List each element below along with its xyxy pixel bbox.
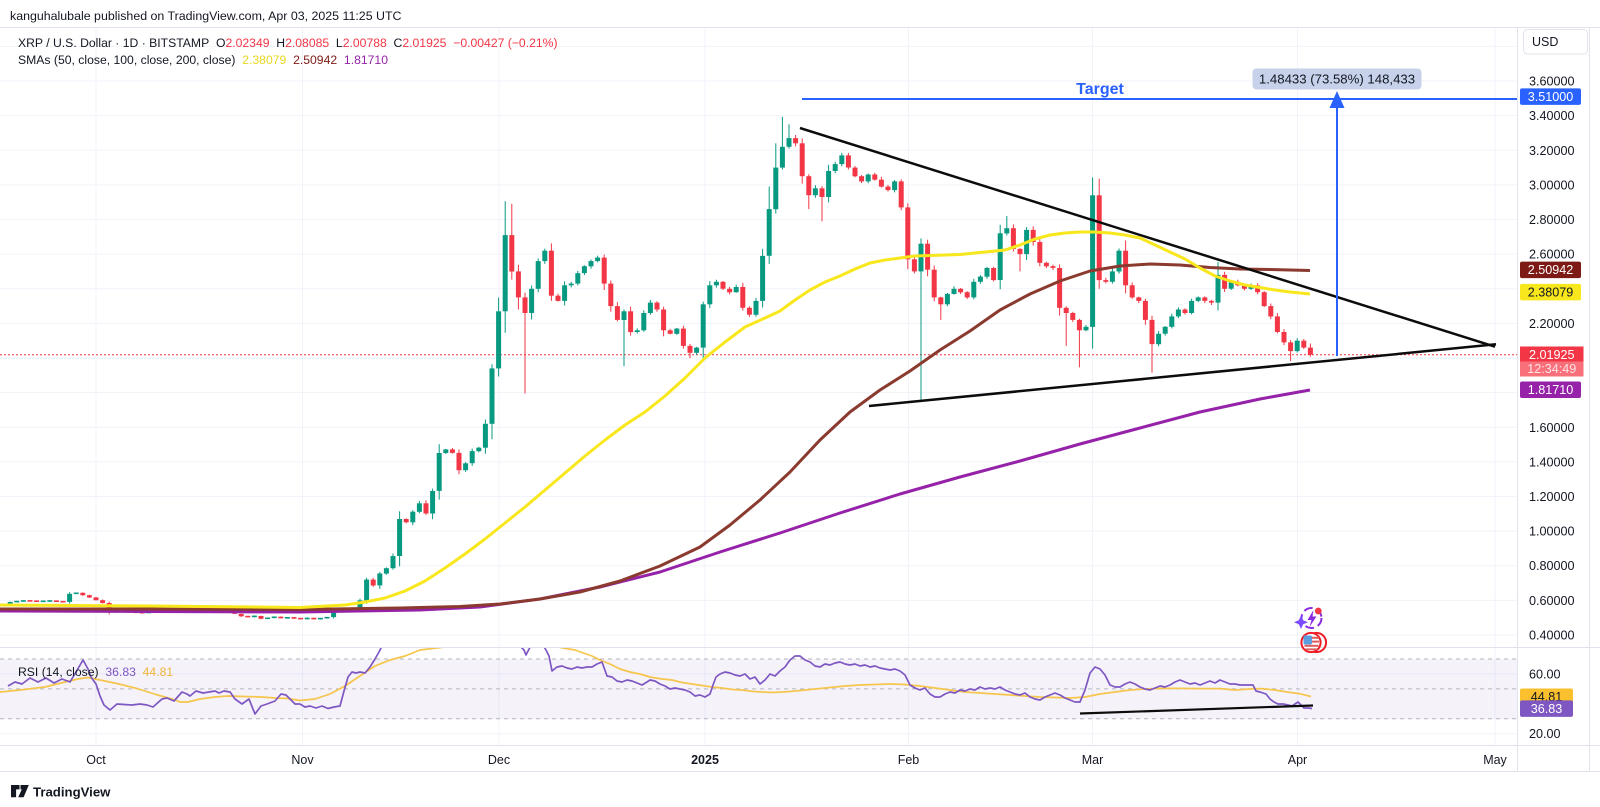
svg-text:May: May [1483,753,1507,767]
svg-text:2.60000: 2.60000 [1529,248,1575,262]
svg-text:1.48433 (73.58%) 148,433: 1.48433 (73.58%) 148,433 [1259,72,1415,87]
svg-text:Target: Target [1076,81,1124,98]
svg-text:2.80000: 2.80000 [1529,213,1575,227]
svg-text:XRP / U.S. Dollar · 1D · BITST: XRP / U.S. Dollar · 1D · BITSTAMP O2.023… [18,36,558,50]
svg-text:2.01925: 2.01925 [1529,348,1575,362]
svg-text:2.20000: 2.20000 [1529,317,1575,331]
svg-text:2.50942: 2.50942 [1528,263,1574,277]
svg-text:2.38079: 2.38079 [1528,286,1574,300]
svg-text:2025: 2025 [691,753,719,767]
svg-text:1.60000: 1.60000 [1529,421,1575,435]
svg-text:Feb: Feb [898,753,920,767]
svg-text:1.00000: 1.00000 [1529,525,1575,539]
svg-text:RSI (14, close) 36.83 44.81: RSI (14, close) 36.83 44.81 [18,665,173,679]
svg-text:3.60000: 3.60000 [1529,75,1575,89]
svg-text:Dec: Dec [488,753,510,767]
svg-text:0.60000: 0.60000 [1529,594,1575,608]
svg-text:0.40000: 0.40000 [1529,629,1575,643]
svg-text:36.83: 36.83 [1531,702,1563,716]
svg-text:USD: USD [1532,35,1558,49]
svg-text:kanguhalubale published on Tra: kanguhalubale published on TradingView.c… [10,9,402,23]
svg-text:Apr: Apr [1288,753,1307,767]
svg-text:Nov: Nov [291,753,314,767]
svg-text:3.00000: 3.00000 [1529,178,1575,192]
svg-text:0.80000: 0.80000 [1529,559,1575,573]
svg-text:1.40000: 1.40000 [1529,455,1575,469]
svg-text:Mar: Mar [1082,753,1104,767]
svg-text:1.20000: 1.20000 [1529,490,1575,504]
svg-text:3.40000: 3.40000 [1529,109,1575,123]
svg-text:60.00: 60.00 [1529,667,1561,681]
svg-text:Oct: Oct [86,753,106,767]
svg-text:SMAs (50, close, 100, close, 2: SMAs (50, close, 100, close, 200, close)… [18,53,388,67]
svg-text:3.20000: 3.20000 [1529,144,1575,158]
svg-text:3.51000: 3.51000 [1528,90,1574,104]
svg-text:TradingView: TradingView [33,785,111,800]
svg-text:20.00: 20.00 [1529,727,1561,741]
svg-text:1.81710: 1.81710 [1528,383,1574,397]
svg-text:12:34:49: 12:34:49 [1527,362,1576,376]
